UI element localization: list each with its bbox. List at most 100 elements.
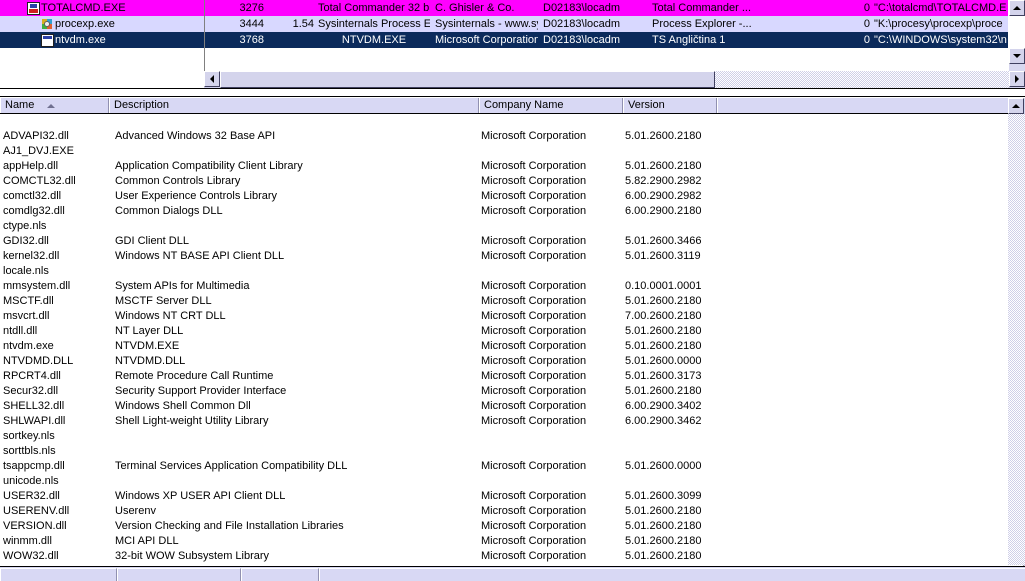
dll-list-pane[interactable]: Name Description Company Name Version AD…	[0, 96, 1025, 580]
dll-row[interactable]: appHelp.dll Application Compatibility Cli…	[0, 159, 1008, 174]
dll-name: locale.nls	[3, 265, 49, 277]
process-company: Microsoft Corporation	[435, 34, 538, 46]
dll-name: appHelp.dll	[3, 160, 59, 172]
scroll-left-button[interactable]	[204, 71, 220, 87]
dll-company	[481, 474, 619, 489]
pane-splitter[interactable]	[0, 88, 1025, 97]
column-header-company-name[interactable]: Company Name	[479, 98, 623, 113]
dll-row[interactable]: Secur32.dll Security Support Provider Int…	[0, 384, 1008, 399]
dll-company	[481, 429, 619, 444]
dll-row[interactable]: locale.nls	[0, 264, 1008, 279]
dll-row[interactable]: SHLWAPI.dll Shell Light-weight Utility Li…	[0, 414, 1008, 429]
scroll-right-button[interactable]	[1009, 71, 1025, 87]
dll-row[interactable]: SHELL32.dll Windows Shell Common Dll Micro…	[0, 399, 1008, 414]
dll-name: unicode.nls	[3, 475, 59, 487]
process-column-divider[interactable]	[204, 0, 205, 71]
dll-row[interactable]: comdlg32.dll Common Dialogs DLL Microsoft …	[0, 204, 1008, 219]
process-pane-horizontal-scrollbar[interactable]	[204, 71, 1025, 88]
dll-description: MCI API DLL	[115, 535, 179, 547]
dll-name: SHLWAPI.dll	[3, 415, 66, 427]
dll-scroll-up-button[interactable]	[1008, 98, 1024, 114]
dll-row[interactable]: GDI32.dll GDI Client DLL Microsoft Corpora…	[0, 234, 1008, 249]
process-name: ntvdm.exe	[55, 34, 106, 46]
dll-name: sorttbls.nls	[3, 445, 56, 457]
dll-row[interactable]: sorttbls.nls	[0, 444, 1008, 459]
dll-description: User Experience Controls Library	[115, 190, 278, 202]
dll-name	[3, 114, 113, 129]
column-header-name[interactable]: Name	[0, 98, 109, 113]
column-header-version[interactable]: Version	[623, 98, 717, 113]
process-pane-vscroll-track[interactable]	[1009, 16, 1025, 48]
dll-name: comdlg32.dll	[3, 205, 65, 217]
dll-row[interactable]	[0, 114, 1008, 129]
scroll-down-button[interactable]	[1009, 48, 1025, 64]
process-tree-list[interactable]: TOTALCMD.EXE 3276 Total Commander 32 bit i…	[0, 0, 1008, 80]
column-header-name-label: Name	[5, 99, 35, 111]
dll-row[interactable]: msvcrt.dll Windows NT CRT DLL Microsoft Co…	[0, 309, 1008, 324]
process-pane-hscroll-thumb[interactable]	[220, 71, 715, 88]
dll-row[interactable]: MSCTF.dll MSCTF Server DLL Microsoft Corpo…	[0, 294, 1008, 309]
dll-row[interactable]: RPCRT4.dll Remote Procedure Call Runtime M…	[0, 369, 1008, 384]
dll-version: 5.01.2600.2180	[625, 550, 702, 562]
dll-row[interactable]: COMCTL32.dll Common Controls Library Micro…	[0, 174, 1008, 189]
dll-description: Userenv	[115, 505, 156, 517]
dll-version: 5.01.2600.2180	[625, 535, 702, 547]
dll-description: Shell Light-weight Utility Library	[115, 415, 269, 427]
dll-row[interactable]: NTVDMD.DLL NTVDMD.DLL Microsoft Corporatio…	[0, 354, 1008, 369]
process-command-line: "C:\WINDOWS\system32\n	[874, 34, 1007, 46]
dll-company	[481, 444, 619, 459]
dll-row[interactable]: comctl32.dll User Experience Controls Lib…	[0, 189, 1008, 204]
dll-row[interactable]: ctype.nls	[0, 219, 1008, 234]
dll-company: Microsoft Corporation	[481, 370, 587, 382]
process-row[interactable]: TOTALCMD.EXE 3276 Total Commander 32 bit i…	[0, 0, 1008, 16]
scroll-up-button[interactable]	[1009, 0, 1025, 16]
dll-row[interactable]: kernel32.dll Windows NT BASE API Client D…	[0, 249, 1008, 264]
dll-row[interactable]: sortkey.nls	[0, 429, 1008, 444]
process-row[interactable]: ntvdm.exe 3768 NTVDM.EXE Microsoft Corporat…	[0, 32, 1008, 48]
process-pane-vertical-scrollbar[interactable]	[1008, 0, 1025, 80]
dll-description	[115, 444, 475, 459]
dll-version	[625, 219, 715, 234]
dll-name: ntdll.dll	[3, 325, 38, 337]
dll-name: msvcrt.dll	[3, 310, 50, 322]
dll-company: Microsoft Corporation	[481, 355, 587, 367]
dll-row[interactable]: winmm.dll MCI API DLL Microsoft Corporatio…	[0, 534, 1008, 549]
column-header-filler[interactable]	[717, 98, 1008, 113]
dll-name: WOW32.dll	[3, 550, 59, 562]
dll-row[interactable]: WOW32.dll 32-bit WOW Subsystem Library Mic…	[0, 549, 1008, 563]
process-session: 0	[863, 34, 870, 46]
dll-company: Microsoft Corporation	[481, 505, 587, 517]
dll-description	[115, 219, 475, 234]
dll-column-headers[interactable]: Name Description Company Name Version	[0, 98, 1008, 114]
dll-version: 5.01.2600.2180	[625, 295, 702, 307]
dll-row[interactable]: VERSION.dll Version Checking and File Ins…	[0, 519, 1008, 534]
process-pid: 3444	[239, 18, 264, 30]
process-window-title: TS Angličtina 1	[652, 34, 726, 46]
process-cpu	[266, 32, 314, 48]
dll-row[interactable]: ntdll.dll NT Layer DLL Microsoft Corporati…	[0, 324, 1008, 339]
dll-version: 5.01.2600.2180	[625, 325, 702, 337]
dll-description: Application Compatibility Client Library	[115, 160, 303, 172]
dll-row[interactable]: ntvdm.exe NTVDM.EXE Microsoft Corporation 5…	[0, 339, 1008, 354]
dll-name: AJ1_DVJ.EXE	[3, 145, 74, 157]
dll-rows-container[interactable]: ADVAPI32.dll Advanced Windows 32 Base API…	[0, 114, 1008, 563]
dll-row[interactable]: USER32.dll Windows XP USER API Client DLL…	[0, 489, 1008, 504]
process-user-name: D02183\locadm	[543, 34, 621, 46]
dll-pane-vscroll-track[interactable]	[1008, 114, 1025, 565]
dll-row[interactable]: USERENV.dll Userenv Microsoft Corporation 5…	[0, 504, 1008, 519]
dll-row[interactable]: unicode.nls	[0, 474, 1008, 489]
dll-description: NTVDMD.DLL	[115, 355, 186, 367]
dll-pane-vertical-scrollbar[interactable]	[1008, 98, 1025, 580]
floppy-disk-icon	[27, 2, 40, 15]
dll-company: Microsoft Corporation	[481, 400, 587, 412]
column-header-description[interactable]: Description	[109, 98, 479, 113]
dll-row[interactable]: AJ1_DVJ.EXE	[0, 144, 1008, 159]
process-row[interactable]: procexp.exe 3444 1.54 Sysinternals Process …	[0, 16, 1008, 32]
dll-row[interactable]: mmsystem.dll System APIs for Multimedia Mi…	[0, 279, 1008, 294]
dll-row[interactable]: tsappcmp.dll Terminal Services Applicatio…	[0, 459, 1008, 474]
dll-row[interactable]: ADVAPI32.dll Advanced Windows 32 Base API…	[0, 129, 1008, 144]
process-user-name: D02183\locadm	[543, 2, 621, 14]
dll-version: 5.01.2600.0000	[625, 460, 702, 472]
dll-description: NTVDM.EXE	[115, 340, 180, 352]
